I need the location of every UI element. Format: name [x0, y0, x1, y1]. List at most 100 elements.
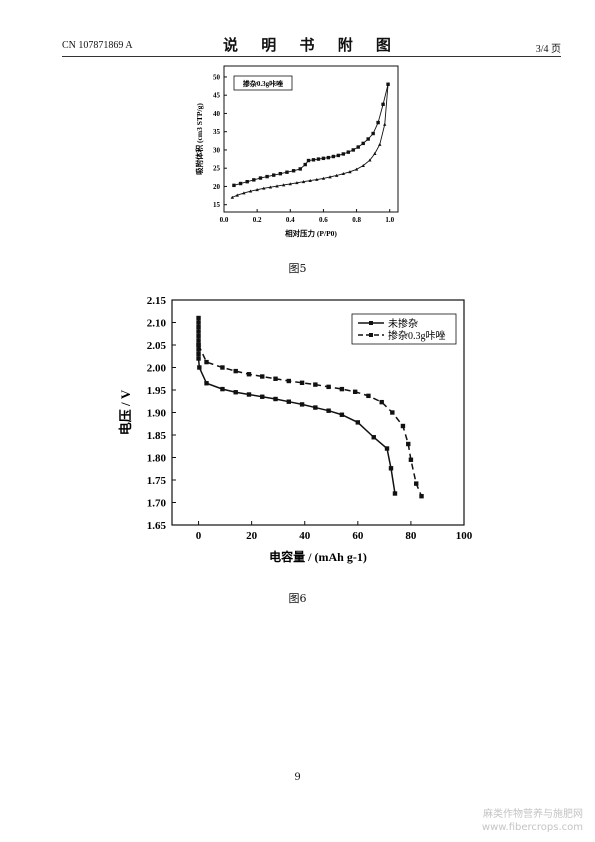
- legend-label: 未掺杂: [388, 317, 418, 330]
- doped-line: [197, 344, 423, 497]
- data-point: [285, 170, 289, 174]
- x-axis-label: 电容量 / (mAh g-1): [269, 549, 367, 564]
- data-point: [197, 365, 202, 370]
- data-point: [366, 393, 371, 399]
- figure-6: 0 20 40 60 80 100 1.65 1.70 1.75 1.80 1.85 1.90 1.95…: [108, 288, 486, 573]
- data-point: [368, 158, 372, 162]
- data-point: [204, 381, 209, 386]
- data-point: [315, 177, 319, 181]
- data-point: [288, 182, 292, 186]
- data-point: [196, 320, 201, 325]
- data-point: [316, 157, 321, 161]
- data-point: [204, 359, 209, 365]
- data-point: [326, 155, 331, 160]
- data-point: [419, 494, 424, 499]
- data-point: [321, 156, 326, 161]
- data-point: [258, 176, 263, 180]
- data-point: [408, 457, 414, 462]
- data-point: [376, 120, 380, 125]
- data-point: [348, 170, 352, 174]
- data-point: [352, 389, 358, 394]
- data-point: [303, 162, 307, 167]
- data-point: [196, 356, 201, 361]
- y-tick-label: 1.90: [147, 408, 167, 420]
- data-point: [414, 481, 419, 486]
- header-title: 说 明 书 附 图: [223, 36, 400, 54]
- y-tick-label: 1.95: [147, 385, 167, 397]
- y-tick-label: 40: [213, 110, 221, 118]
- data-point: [373, 151, 377, 155]
- desorption-line: [233, 84, 389, 186]
- data-point: [386, 82, 390, 86]
- data-point: [334, 173, 339, 177]
- legend-label: 掺杂0.3g咔唑: [243, 79, 283, 88]
- watermark: 麻类作物营养与施肥网 www.fibercrops.com: [482, 808, 583, 834]
- data-point: [233, 390, 238, 395]
- data-point: [265, 174, 269, 179]
- data-point: [232, 183, 236, 188]
- data-point: [220, 365, 225, 370]
- plot-frame: [223, 65, 399, 213]
- legend-label: 掺杂0.3g咔唑: [388, 329, 446, 342]
- figure-5: 0.0 0.2 0.4 0.6 0.8 1.0 15 20 25 30 35 40 45 50 相对压力 (…: [190, 62, 420, 242]
- page-header: CN 107871869 A 说 明 书 附 图 3/4 页: [62, 34, 561, 56]
- data-point: [246, 392, 252, 397]
- data-point: [245, 180, 249, 184]
- data-point: [311, 158, 316, 162]
- x-tick-label: 0.4: [286, 216, 295, 224]
- data-point: [246, 372, 252, 377]
- data-point: [406, 441, 411, 447]
- x-tick-label: 1.0: [385, 216, 394, 224]
- y-tick-label: 2.00: [147, 363, 167, 375]
- data-point: [313, 382, 318, 387]
- data-point: [196, 324, 201, 330]
- data-point: [339, 412, 345, 417]
- data-point: [255, 188, 259, 192]
- data-point: [235, 193, 239, 197]
- data-point: [291, 169, 296, 173]
- data-point: [383, 122, 387, 126]
- data-point: [361, 163, 365, 168]
- x-tick-label: 100: [456, 530, 473, 542]
- x-tick-label: 60: [352, 530, 364, 542]
- y-tick-label: 2.10: [147, 318, 167, 330]
- data-point: [233, 368, 238, 374]
- data-point: [346, 150, 350, 154]
- data-point: [361, 141, 365, 146]
- data-point: [326, 408, 331, 413]
- data-point: [313, 405, 318, 410]
- y-tick-label: 25: [213, 165, 221, 173]
- data-point: [238, 181, 243, 186]
- data-point: [298, 167, 302, 171]
- x-tick-label: 0.0: [220, 216, 229, 224]
- isotherm-chart: 0.0 0.2 0.4 0.6 0.8 1.0 15 20 25 30 35 40 45 50 相对压力 (…: [194, 65, 399, 238]
- y-tick-label: 30: [213, 146, 221, 154]
- data-point: [262, 186, 266, 190]
- data-point: [381, 102, 385, 107]
- y-tick-label: 1.65: [147, 520, 167, 532]
- data-point: [260, 394, 265, 399]
- data-point: [196, 333, 201, 339]
- data-point: [230, 195, 234, 199]
- watermark-line-1: 麻类作物营养与施肥网: [483, 809, 583, 820]
- data-point: [392, 491, 398, 496]
- data-point: [331, 154, 336, 159]
- y-tick-label: 20: [213, 183, 221, 191]
- data-point: [196, 342, 201, 348]
- y-tick-label: 1.70: [147, 498, 167, 510]
- y-tick-label: 1.75: [147, 475, 167, 487]
- data-point: [196, 338, 201, 343]
- y-tick-label: 35: [213, 128, 221, 136]
- data-point: [378, 142, 382, 146]
- data-point: [371, 131, 375, 136]
- legend-box: [233, 75, 293, 91]
- data-point: [354, 167, 359, 171]
- legend-box: [351, 313, 457, 345]
- data-point: [260, 374, 265, 379]
- data-point: [196, 351, 201, 357]
- data-point: [355, 420, 361, 425]
- header-rule: [62, 56, 561, 57]
- data-point: [336, 153, 341, 158]
- data-point: [366, 137, 370, 141]
- watermark-line-2: www.fibercrops.com: [481, 822, 583, 833]
